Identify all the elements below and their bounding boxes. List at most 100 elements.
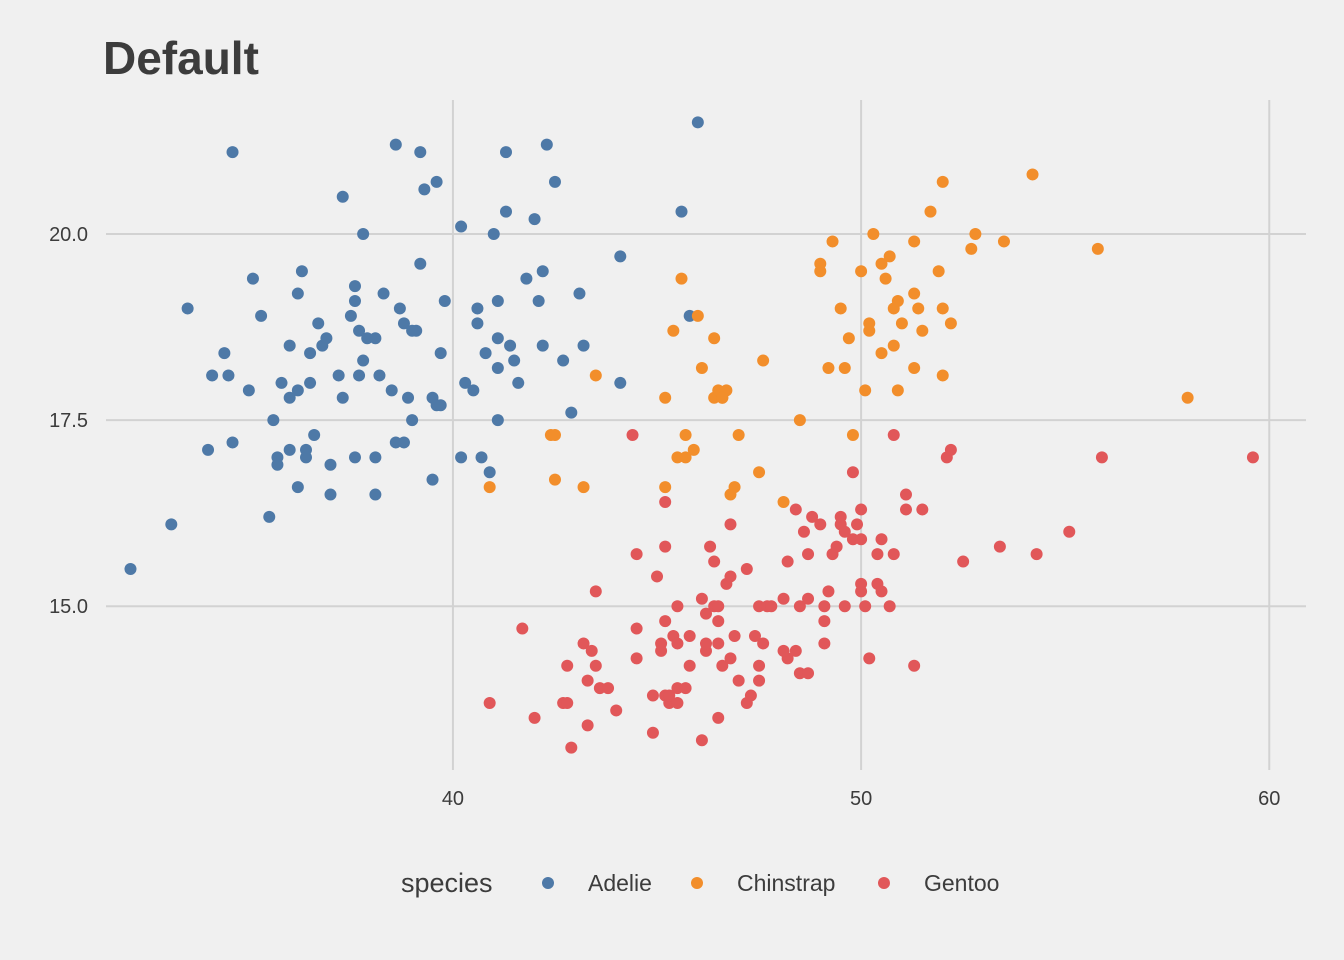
- data-point: [957, 555, 970, 568]
- data-point: [969, 228, 982, 240]
- data-point: [430, 175, 443, 188]
- data-point: [822, 362, 835, 374]
- data-point: [900, 488, 912, 501]
- data-point: [993, 540, 1006, 553]
- data-point: [393, 302, 406, 315]
- data-point: [777, 592, 790, 605]
- data-point: [348, 280, 361, 293]
- data-point: [414, 146, 427, 159]
- data-point: [557, 354, 570, 367]
- data-point: [944, 317, 957, 330]
- data-point: [226, 436, 239, 449]
- axis-labels: 15.0 17.5 20.0 40 50 60: [49, 224, 1280, 810]
- legend-key-adelie: [542, 877, 554, 889]
- data-point: [887, 548, 900, 561]
- data-point: [916, 503, 929, 516]
- data-point: [418, 183, 431, 196]
- data-point: [548, 429, 561, 441]
- legend-title: species: [401, 868, 493, 898]
- data-point: [679, 429, 692, 441]
- data-point: [504, 339, 517, 352]
- data-point: [336, 190, 349, 203]
- data-point: [724, 518, 737, 531]
- data-point: [589, 369, 602, 382]
- data-point: [434, 399, 447, 412]
- data-point: [397, 317, 410, 330]
- data-point: [875, 533, 888, 546]
- data-point: [630, 548, 643, 561]
- data-point: [724, 570, 737, 583]
- data-point: [887, 429, 900, 441]
- data-point: [671, 600, 684, 613]
- data-point: [830, 540, 843, 553]
- data-point: [944, 443, 957, 456]
- data-point: [777, 644, 790, 657]
- data-point: [483, 481, 496, 494]
- data-point: [895, 317, 908, 330]
- data-point: [434, 347, 447, 360]
- data-point: [577, 339, 590, 352]
- data-point: [826, 235, 839, 248]
- data-point: [695, 362, 708, 374]
- data-point: [291, 481, 304, 494]
- data-point: [700, 607, 712, 620]
- data-point: [283, 339, 296, 352]
- data-point: [414, 257, 427, 270]
- data-point: [373, 369, 386, 382]
- data-point: [646, 689, 659, 702]
- data-point: [753, 674, 766, 687]
- data-point: [936, 175, 949, 188]
- data-point: [863, 652, 876, 665]
- data-point: [822, 585, 835, 598]
- data-point: [389, 138, 402, 151]
- data-point: [536, 339, 549, 352]
- data-point: [455, 220, 468, 233]
- data-point: [500, 146, 512, 159]
- data-point: [712, 600, 725, 613]
- x-tick-label: 50: [850, 788, 872, 810]
- data-point: [879, 272, 892, 285]
- data-point: [924, 205, 937, 218]
- data-point: [732, 429, 745, 441]
- series-gentoo: [483, 429, 1259, 754]
- data-point: [402, 391, 415, 404]
- data-point: [491, 414, 504, 427]
- data-point: [614, 250, 627, 263]
- data-point: [855, 577, 868, 590]
- data-point: [663, 689, 676, 702]
- data-point: [573, 287, 586, 300]
- series-adelie: [124, 116, 704, 575]
- data-point: [838, 362, 851, 374]
- data-point: [320, 332, 333, 345]
- data-point: [508, 354, 521, 367]
- x-tick-label: 40: [442, 788, 464, 810]
- data-point: [797, 525, 810, 538]
- data-point: [667, 324, 680, 337]
- data-point: [275, 376, 288, 389]
- data-point: [789, 503, 802, 516]
- data-point: [357, 228, 370, 240]
- data-point: [438, 295, 451, 307]
- data-point: [614, 376, 627, 389]
- data-point: [479, 347, 492, 360]
- data-point: [683, 630, 696, 642]
- data-point: [671, 637, 684, 650]
- data-point: [455, 451, 468, 464]
- data-point: [753, 659, 766, 672]
- data-point: [659, 496, 672, 508]
- data-point: [548, 175, 561, 188]
- data-point: [871, 548, 884, 561]
- data-point: [561, 697, 574, 709]
- data-point: [377, 287, 390, 300]
- grid: [106, 100, 1306, 770]
- data-point: [348, 451, 361, 464]
- data-point: [630, 652, 643, 665]
- data-point: [1063, 525, 1076, 538]
- data-point: [369, 451, 382, 464]
- data-point: [687, 443, 700, 456]
- data-point: [520, 272, 533, 285]
- data-point: [859, 384, 872, 397]
- data-point: [655, 644, 668, 657]
- data-point: [748, 630, 761, 642]
